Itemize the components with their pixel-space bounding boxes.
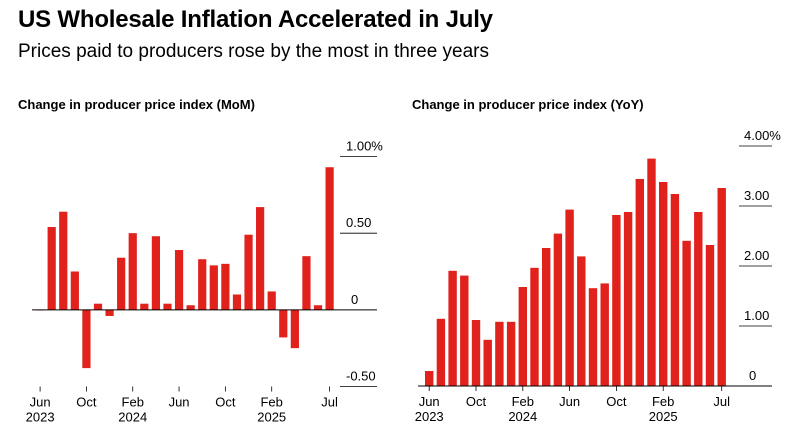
yoy-bar — [612, 215, 621, 386]
yoy-x-tick-label: Jun — [419, 394, 440, 409]
mom-y-tick-label: 1.00% — [346, 139, 383, 154]
mom-bar — [82, 309, 91, 369]
chart-subtitle: Prices paid to producers rose by the mos… — [18, 41, 490, 62]
yoy-bar — [577, 256, 586, 386]
mom-x-year-label: 2025 — [257, 410, 286, 425]
mom-x-tick-label: Jun — [169, 395, 190, 410]
yoy-x-tick-label: Oct — [606, 394, 627, 409]
mom-y-tick-label: 0 — [351, 292, 358, 307]
mom-bar — [279, 309, 288, 338]
yoy-y-tick-label: 2.00 — [744, 248, 769, 263]
yoy-bar — [600, 283, 609, 386]
mom-bar — [186, 305, 195, 310]
mom-bar — [302, 256, 311, 310]
mom-bar — [59, 211, 68, 310]
mom-bar — [267, 291, 276, 310]
mom-bar — [174, 250, 184, 310]
yoy-x-year-label: 2023 — [415, 409, 444, 424]
mom-bar — [128, 233, 137, 310]
mom-bar — [290, 309, 299, 349]
mom-bar — [244, 234, 253, 310]
yoy-y-tick-label: 0 — [749, 368, 756, 383]
yoy-x-tick-label: Feb — [652, 394, 674, 409]
yoy-y-tick-label: 1.00 — [744, 308, 769, 323]
mom-bar — [256, 207, 265, 310]
mom-bar — [117, 257, 126, 310]
yoy-x-year-label: 2024 — [508, 409, 537, 424]
yoy-bar — [623, 212, 633, 386]
yoy-bar — [670, 194, 680, 386]
mom-x-tick-label: Feb — [122, 395, 144, 410]
mom-bar — [325, 167, 334, 310]
yoy-bar — [448, 270, 457, 386]
yoy-y-tick-label: 3.00 — [744, 188, 769, 203]
mom-bar — [70, 271, 79, 310]
yoy-bar — [495, 321, 504, 386]
yoy-bar — [553, 233, 563, 386]
yoy-bar — [506, 321, 516, 386]
yoy-bar — [694, 212, 703, 386]
yoy-bar — [436, 318, 446, 386]
mom-bar — [313, 305, 323, 310]
yoy-y-tick-label: 4.00% — [744, 128, 781, 143]
yoy-x-tick-label: Feb — [512, 394, 534, 409]
mom-x-year-label: 2024 — [118, 410, 147, 425]
yoy-bar — [717, 188, 726, 386]
yoy-bar — [565, 209, 574, 386]
mom-y-tick-label: 0.50 — [346, 215, 371, 230]
mom-x-tick-label: Oct — [76, 395, 97, 410]
yoy-x-year-label: 2025 — [649, 409, 678, 424]
mom-bar — [232, 294, 242, 310]
yoy-bar — [483, 339, 492, 386]
yoy-bar — [425, 371, 434, 386]
mom-x-tick-label: Jul — [321, 395, 338, 410]
yoy-bar — [682, 240, 691, 386]
yoy-bar — [460, 275, 469, 386]
mom-panel-title: Change in producer price index (MoM) — [18, 97, 255, 112]
mom-bar — [209, 265, 218, 310]
mom-bar — [105, 309, 114, 316]
chart-title: US Wholesale Inflation Accelerated in Ju… — [18, 6, 493, 33]
yoy-bar — [635, 179, 644, 386]
mom-x-tick-label: Feb — [260, 395, 282, 410]
yoy-bar — [647, 158, 656, 386]
mom-bar — [221, 263, 230, 310]
mom-x-tick-label: Jun — [30, 395, 51, 410]
yoy-bar — [705, 245, 715, 386]
mom-bar — [151, 236, 160, 310]
mom-x-year-label: 2023 — [26, 410, 55, 425]
yoy-x-tick-label: Jun — [559, 394, 580, 409]
mom-bar — [93, 303, 103, 310]
yoy-bar — [471, 320, 481, 386]
yoy-x-tick-label: Oct — [466, 394, 487, 409]
yoy-bar — [659, 182, 668, 386]
yoy-x-tick-label: Jul — [713, 394, 730, 409]
yoy-bar — [588, 288, 598, 386]
yoy-bar — [542, 248, 551, 386]
yoy-bar — [518, 287, 527, 386]
mom-x-tick-label: Oct — [215, 395, 236, 410]
mom-bar — [140, 303, 149, 310]
mom-bar — [163, 303, 172, 310]
yoy-panel-title: Change in producer price index (YoY) — [412, 97, 644, 112]
mom-bar — [47, 227, 56, 310]
yoy-bar — [530, 267, 539, 386]
mom-y-tick-label: -0.50 — [346, 369, 376, 384]
mom-bar — [198, 259, 207, 310]
